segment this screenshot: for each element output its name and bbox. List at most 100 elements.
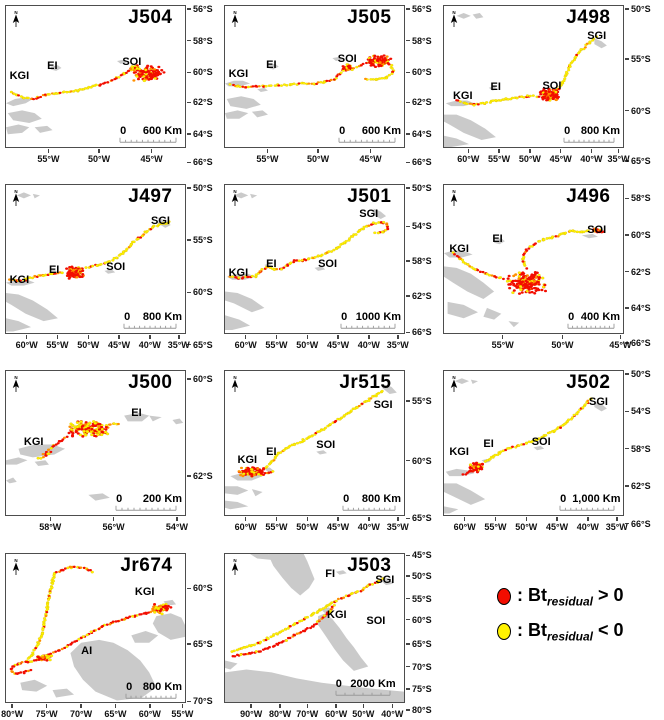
figure-element (153, 610, 157, 614)
figure-element (334, 599, 338, 603)
figure-element (543, 283, 547, 287)
figure-element (521, 273, 525, 276)
tick-mark (625, 447, 629, 450)
figure-element (544, 93, 548, 96)
x-tick-45W: 45°W (544, 149, 578, 164)
figure-element (71, 432, 75, 435)
tick-mark (306, 517, 308, 521)
figure-element (354, 233, 358, 236)
scale-ruler (340, 323, 396, 329)
tick-mark (114, 704, 117, 708)
tick-mark (181, 704, 184, 708)
legend-label-negative: : Btresidual < 0 (517, 620, 624, 644)
figure-element: 50°W (296, 340, 319, 350)
x-tick-60W: 60°W (229, 335, 263, 350)
figure-element (332, 248, 336, 252)
scale-zero: 0 (335, 678, 342, 691)
landmass (225, 110, 249, 119)
figure-element (11, 670, 14, 674)
figure-element: 60°W (457, 154, 480, 164)
figure-element (97, 627, 101, 631)
x-tick-35W: 35°W (381, 335, 415, 350)
tick-mark (187, 475, 191, 477)
figure-element (311, 625, 315, 628)
figure-element (517, 444, 521, 447)
figure-element (472, 468, 476, 472)
legend-text-post: > 0 (593, 585, 624, 605)
place-label-SGI: SGI (373, 398, 393, 411)
figure-element (100, 425, 104, 429)
landmass (225, 669, 404, 702)
figure-element (540, 435, 544, 439)
x-tick-50W: 50°W (301, 149, 335, 164)
place-label-AI: AI (81, 644, 93, 657)
tick-mark (47, 149, 50, 153)
figure-element (131, 615, 135, 618)
figure-element (515, 286, 519, 289)
landmass (444, 114, 496, 140)
x-tick-54W: 54°W (160, 517, 194, 532)
figure-element (250, 651, 254, 654)
figure-element (142, 79, 146, 83)
tick-mark (406, 260, 410, 262)
scale-zero: 0 (560, 492, 567, 505)
tick-mark (619, 335, 622, 339)
scale-bar: 0 800 Km (563, 125, 620, 143)
map-J505: N J505 KGI EI SOI 0 600 Km (224, 5, 405, 148)
figure-element (511, 291, 515, 295)
figure-element (321, 616, 325, 619)
figure-element (543, 289, 548, 293)
tick-mark (625, 373, 629, 375)
scale-distance: 1000 Km (355, 310, 402, 323)
tick-mark (275, 335, 278, 339)
tick-mark (187, 101, 191, 104)
figure-element (84, 421, 88, 424)
figure-element (537, 277, 541, 281)
tick-mark (406, 618, 410, 621)
figure-element (593, 230, 597, 233)
x-tick-55W: 55°W (31, 149, 65, 164)
tick-mark (335, 704, 337, 708)
figure-element (46, 448, 50, 452)
figure-element (367, 399, 371, 403)
tick-mark (406, 597, 410, 600)
y-tick-56S: 56°S (406, 4, 432, 14)
figure-element (514, 445, 518, 449)
figure-element (81, 635, 85, 638)
tick-mark (625, 410, 629, 413)
figure-element (542, 238, 546, 242)
figure-element: 35°W (386, 522, 409, 532)
landmass (6, 477, 17, 484)
scale-zero: 0 (126, 681, 133, 694)
y-tick-65S: 65°S (406, 639, 432, 649)
map-canvas-J498 (444, 13, 607, 147)
landmass (7, 110, 42, 124)
figure-element: N (14, 375, 17, 380)
figure-element (502, 277, 505, 281)
figure-element (585, 42, 589, 45)
figure-element (288, 636, 292, 640)
figure-element (147, 611, 150, 614)
figure-element (164, 607, 168, 610)
figure-element (373, 581, 377, 584)
figure-element (285, 84, 289, 87)
tick-mark (625, 109, 629, 112)
tick-mark (467, 149, 470, 153)
tick-mark (112, 517, 115, 521)
tick-mark (187, 161, 191, 164)
figure-element (49, 450, 53, 454)
figure-element (304, 258, 308, 262)
figure-element (88, 421, 92, 425)
figure-element: 60°W (234, 340, 257, 350)
figure-element (152, 68, 156, 71)
figure-element (135, 75, 139, 78)
figure-element (476, 465, 480, 468)
figure-element (232, 649, 236, 653)
figure-element (132, 240, 136, 244)
figure-element (522, 96, 526, 99)
x-tick-58W: 58°W (33, 517, 67, 532)
figure-element (110, 79, 114, 82)
landmass (6, 97, 33, 107)
figure-element: 50°W (515, 522, 538, 532)
north-arrow-icon: N (231, 558, 239, 575)
